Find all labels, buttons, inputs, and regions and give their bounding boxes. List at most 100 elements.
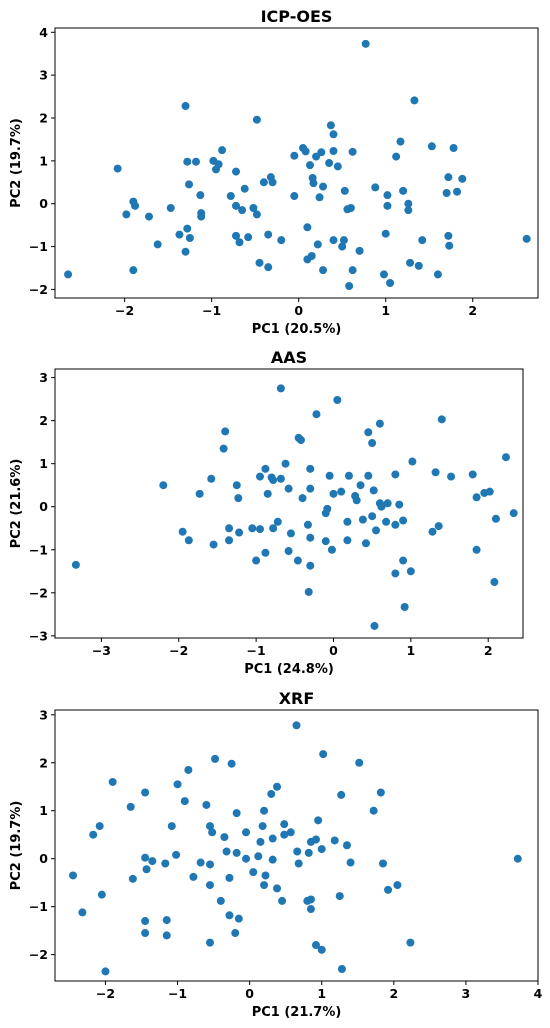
scatter-point bbox=[208, 828, 217, 837]
scatter-point bbox=[141, 917, 150, 926]
scatter-point bbox=[370, 621, 379, 630]
scatter-point bbox=[144, 212, 153, 221]
x-tick-label: −2 bbox=[96, 986, 115, 1001]
scatter-point bbox=[205, 881, 214, 890]
scatter-point bbox=[260, 881, 269, 890]
scatter-point bbox=[306, 533, 315, 542]
scatter-point bbox=[153, 240, 162, 249]
scatter-point bbox=[391, 569, 400, 578]
scatter-point bbox=[319, 182, 328, 191]
x-tick-label: −1 bbox=[202, 303, 221, 318]
scatter-point bbox=[434, 522, 443, 531]
scatter-point bbox=[280, 830, 289, 839]
scatter-point bbox=[406, 938, 415, 947]
scatter-point bbox=[226, 192, 235, 200]
y-tick-label: −2 bbox=[29, 947, 48, 962]
scatter-point bbox=[254, 852, 263, 861]
scatter-point bbox=[286, 529, 295, 538]
scatter-point bbox=[301, 147, 310, 156]
scatter-point bbox=[222, 847, 231, 856]
scatter-point bbox=[219, 444, 228, 453]
scatter-point bbox=[383, 201, 392, 210]
scatter-point bbox=[225, 536, 234, 545]
scatter-point bbox=[406, 258, 415, 267]
scatter-point bbox=[304, 587, 313, 596]
y-tick-label: 3 bbox=[39, 68, 48, 83]
scatter-point bbox=[296, 436, 305, 445]
x-tick-label: −1 bbox=[168, 986, 187, 1001]
scatter-point bbox=[338, 242, 347, 251]
scatter-point bbox=[148, 857, 157, 866]
scatter-point bbox=[234, 494, 243, 503]
scatter-point bbox=[490, 578, 499, 587]
scatter-point bbox=[303, 255, 312, 264]
scatter-point bbox=[445, 241, 454, 250]
scatter-point bbox=[197, 212, 206, 221]
y-tick-label: 1 bbox=[39, 153, 48, 168]
scatter-point bbox=[225, 524, 234, 533]
chart-title: XRF bbox=[279, 689, 315, 708]
scatter-point bbox=[101, 967, 110, 976]
scatter-point bbox=[522, 234, 531, 243]
scatter-point bbox=[314, 816, 323, 825]
y-tick-label: 0 bbox=[39, 499, 48, 514]
scatter-point bbox=[290, 151, 299, 160]
scatter-point bbox=[382, 517, 391, 526]
scatter-point bbox=[261, 871, 270, 880]
scatter-point bbox=[220, 833, 229, 842]
scatter-point bbox=[303, 223, 312, 232]
scatter-point bbox=[485, 487, 494, 496]
scatter-point bbox=[273, 517, 282, 526]
y-axis-label: PC2 (21.6%) bbox=[9, 459, 24, 549]
scatter-point bbox=[196, 191, 205, 200]
scatter-point bbox=[294, 859, 303, 868]
scatter-point bbox=[364, 471, 373, 480]
scatter-point bbox=[333, 162, 342, 171]
scatter-point bbox=[458, 174, 467, 183]
scatter-point bbox=[183, 157, 192, 166]
x-tick-label: 1 bbox=[381, 303, 390, 318]
scatter-point bbox=[337, 965, 346, 974]
scatter-point bbox=[232, 167, 241, 176]
scatter-point bbox=[293, 556, 302, 565]
y-tick-label: 3 bbox=[39, 707, 48, 722]
scatter-point bbox=[269, 524, 278, 533]
scatter-point bbox=[345, 282, 354, 290]
scatter-points bbox=[71, 384, 518, 630]
scatter-point bbox=[358, 515, 367, 524]
scatter-point bbox=[232, 231, 241, 240]
scatter-point bbox=[255, 525, 264, 534]
x-tick-label: 2 bbox=[468, 303, 477, 318]
scatter-point bbox=[339, 236, 348, 245]
scatter-point bbox=[238, 206, 247, 215]
scatter-point bbox=[348, 266, 357, 275]
scatter-point bbox=[273, 782, 282, 791]
x-tick-label: 4 bbox=[534, 986, 543, 1001]
axis-ticks: −3 −2 −1 0 1 2 −3 −2 −1 0 1 2 3 bbox=[29, 370, 493, 658]
scatter-point bbox=[268, 834, 277, 843]
scatter-point bbox=[404, 199, 413, 208]
plot-frame bbox=[54, 27, 539, 299]
scatter-point bbox=[69, 871, 78, 880]
scatter-point bbox=[309, 179, 318, 188]
scatter-point bbox=[321, 537, 330, 546]
scatter-point bbox=[212, 165, 220, 174]
y-tick-label: 1 bbox=[39, 803, 48, 818]
scatter-point bbox=[329, 147, 338, 155]
scatter-point bbox=[141, 788, 150, 797]
scatter-point bbox=[167, 822, 176, 831]
scatter-point bbox=[235, 238, 244, 247]
scatter-point bbox=[501, 453, 510, 462]
scatter-point bbox=[95, 822, 104, 831]
scatter-points bbox=[64, 39, 531, 290]
scatter-point bbox=[410, 96, 419, 105]
scatter-point bbox=[319, 266, 328, 275]
scatter-point bbox=[277, 236, 286, 245]
scatter-point bbox=[248, 524, 257, 533]
scatter-point bbox=[372, 526, 381, 535]
y-tick-label: 0 bbox=[39, 196, 48, 211]
scatter-point bbox=[181, 102, 190, 110]
scatter-point bbox=[267, 789, 276, 798]
y-tick-label: −1 bbox=[29, 239, 48, 254]
scatter-point bbox=[162, 916, 171, 925]
